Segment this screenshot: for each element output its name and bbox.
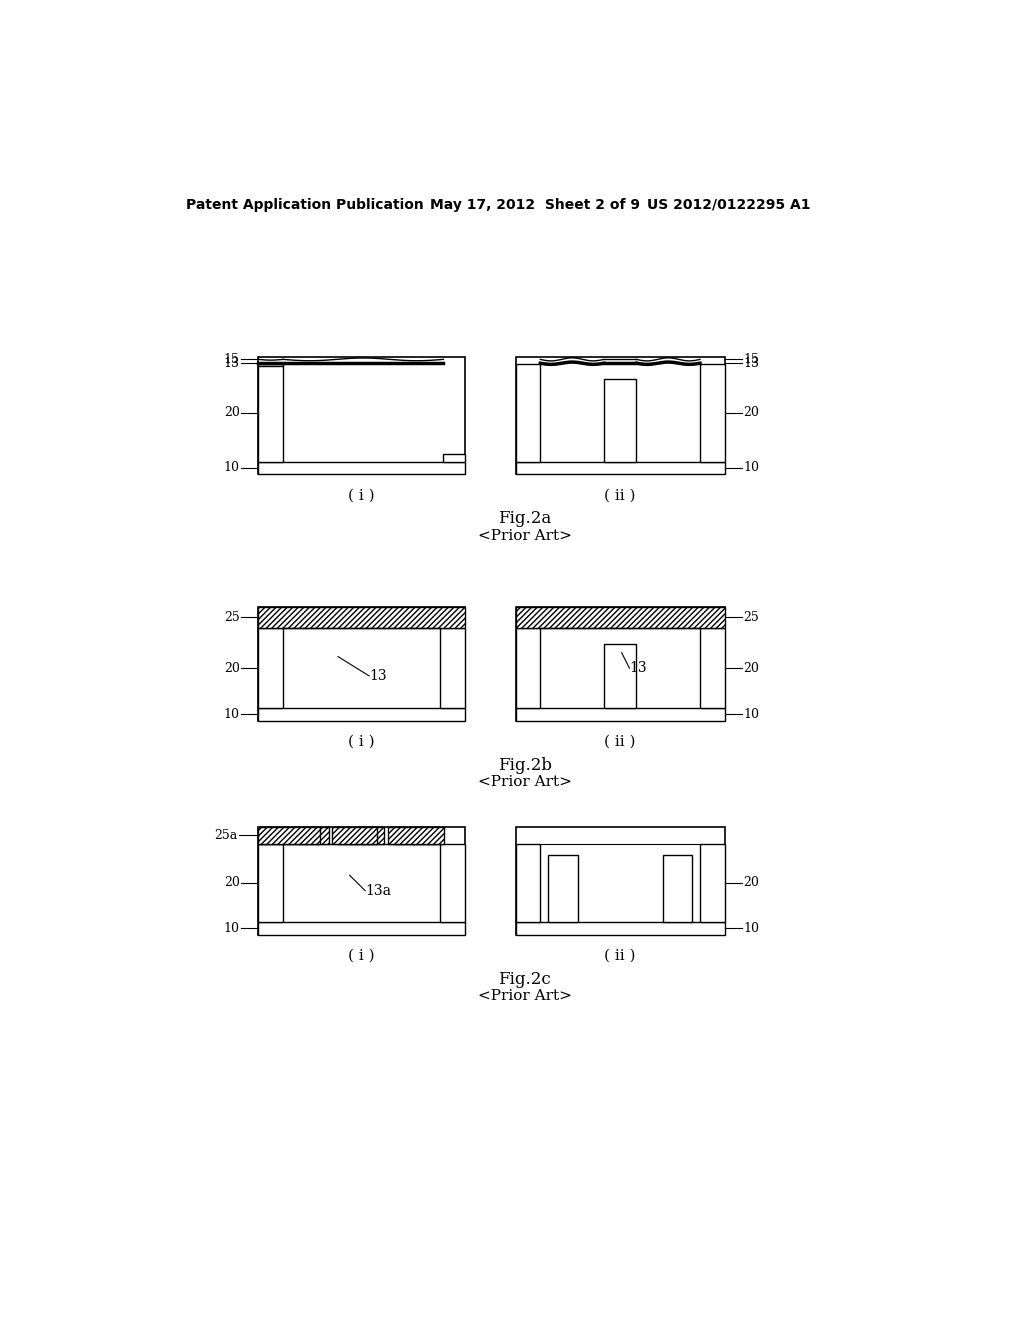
Bar (604, 379, 636, 462)
Text: 25: 25 (743, 611, 759, 624)
Bar (604, 644, 636, 708)
Bar (258, 923, 465, 935)
Bar (440, 843, 465, 923)
Bar (258, 843, 283, 923)
Text: <Prior Art>: <Prior Art> (478, 529, 571, 543)
Bar (332, 826, 377, 843)
Bar (258, 358, 465, 474)
Bar (515, 364, 541, 462)
Text: Patent Application Publication: Patent Application Publication (186, 198, 424, 211)
Text: 15: 15 (223, 352, 240, 366)
Bar (258, 607, 465, 721)
Text: 13: 13 (630, 661, 647, 675)
Bar (258, 708, 465, 721)
Text: 10: 10 (743, 462, 760, 474)
Text: 10: 10 (743, 921, 760, 935)
Text: 25a: 25a (214, 829, 238, 842)
Bar (515, 708, 725, 721)
Bar (258, 607, 465, 628)
Text: Fig.2a: Fig.2a (498, 511, 552, 527)
Text: 20: 20 (743, 876, 759, 890)
Bar (515, 462, 725, 474)
Text: 10: 10 (223, 921, 240, 935)
Text: ( i ): ( i ) (348, 488, 375, 503)
Text: 20: 20 (223, 876, 240, 890)
Bar (700, 628, 725, 708)
Bar (515, 628, 541, 708)
Text: May 17, 2012  Sheet 2 of 9: May 17, 2012 Sheet 2 of 9 (430, 198, 640, 211)
Bar (515, 358, 725, 474)
Text: 20: 20 (223, 407, 240, 418)
Text: 10: 10 (743, 708, 760, 721)
Bar (700, 843, 725, 923)
Text: 13: 13 (369, 669, 387, 682)
Bar (700, 364, 725, 462)
Text: 13a: 13a (366, 883, 391, 898)
Text: 15: 15 (743, 352, 759, 366)
Bar (515, 826, 725, 935)
Text: Fig.2b: Fig.2b (498, 756, 552, 774)
Text: ( ii ): ( ii ) (604, 949, 636, 964)
Text: 25: 25 (224, 611, 240, 624)
Text: US 2012/0122295 A1: US 2012/0122295 A1 (647, 198, 811, 211)
Text: 10: 10 (223, 708, 240, 721)
Bar (393, 826, 440, 843)
Bar (515, 923, 725, 935)
Text: 13: 13 (223, 356, 240, 370)
Text: 20: 20 (743, 661, 759, 675)
Bar (443, 454, 465, 462)
Bar (440, 628, 465, 708)
Text: 13: 13 (743, 356, 760, 370)
Text: ( i ): ( i ) (348, 735, 375, 748)
Text: <Prior Art>: <Prior Art> (478, 775, 571, 789)
Bar (515, 607, 725, 721)
Text: <Prior Art>: <Prior Art> (478, 989, 571, 1003)
Bar (515, 607, 725, 628)
Bar (548, 855, 578, 923)
Bar (258, 364, 283, 462)
Bar (258, 628, 283, 708)
Bar (258, 826, 329, 843)
Bar (258, 462, 465, 474)
Bar (338, 826, 384, 843)
Text: ( i ): ( i ) (348, 949, 375, 964)
Text: ( ii ): ( ii ) (604, 488, 636, 503)
Bar (663, 855, 692, 923)
Text: Fig.2c: Fig.2c (499, 970, 551, 987)
Bar (388, 826, 444, 843)
Text: 20: 20 (743, 407, 759, 418)
Text: ( ii ): ( ii ) (604, 735, 636, 748)
Bar (258, 826, 321, 843)
Text: 20: 20 (223, 661, 240, 675)
Bar (258, 826, 465, 935)
Bar (515, 843, 541, 923)
Text: 10: 10 (223, 462, 240, 474)
